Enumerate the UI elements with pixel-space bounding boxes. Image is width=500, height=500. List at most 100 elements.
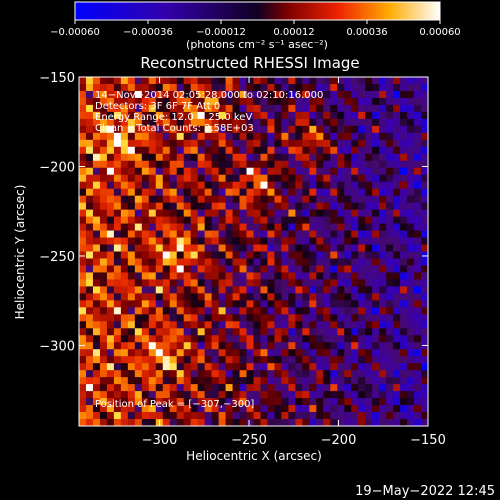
heatmap-cell — [253, 209, 261, 217]
heatmap-cell — [372, 139, 380, 148]
heatmap-cell — [281, 125, 289, 134]
heatmap-cell — [323, 160, 331, 169]
heatmap-cell — [232, 377, 240, 385]
heatmap-cell — [351, 90, 359, 99]
heatmap-cell — [169, 83, 178, 92]
heatmap-cell — [197, 349, 206, 357]
heatmap-cell — [358, 167, 366, 176]
heatmap-cell — [372, 265, 380, 273]
heatmap-cell — [267, 314, 275, 322]
heatmap-cell — [183, 398, 192, 406]
heatmap-cell — [421, 405, 428, 413]
heatmap-cell — [204, 307, 213, 315]
heatmap-cell — [309, 230, 317, 238]
heatmap-cell — [120, 230, 129, 238]
heatmap-cell — [85, 412, 94, 420]
heatmap-cell — [337, 104, 345, 113]
heatmap-cell — [211, 412, 219, 420]
heatmap-cell — [407, 244, 415, 252]
heatmap-cell — [260, 160, 268, 169]
heatmap-cell — [120, 167, 129, 176]
heatmap-cell — [365, 363, 373, 371]
heatmap-cell — [134, 377, 143, 385]
heatmap-cell — [407, 111, 415, 120]
heatmap-cell — [344, 328, 352, 336]
heatmap-cell — [99, 153, 108, 162]
heatmap-cell — [400, 398, 408, 406]
heatmap-cell — [218, 195, 226, 204]
heatmap-cell — [274, 195, 282, 204]
colorbar-tick-label: −0.00012 — [196, 27, 246, 38]
heatmap-cell — [79, 181, 87, 190]
heatmap-cell — [288, 160, 296, 169]
heatmap-cell — [267, 419, 275, 426]
heatmap-cell — [274, 209, 282, 217]
heatmap-cell — [99, 77, 108, 85]
heatmap-cell — [274, 125, 282, 134]
heatmap-cell — [127, 181, 136, 190]
heatmap-cell — [120, 244, 129, 252]
heatmap-cell — [260, 300, 268, 308]
heatmap-cell — [337, 314, 345, 322]
heatmap-cell — [316, 391, 324, 399]
heatmap-cell — [127, 377, 136, 385]
heatmap-cell — [232, 356, 240, 364]
heatmap-cell — [379, 125, 387, 134]
heatmap-cell — [295, 384, 303, 392]
heatmap-cell — [99, 251, 108, 259]
heatmap-cell — [204, 342, 213, 350]
heatmap-cell — [190, 293, 199, 301]
heatmap-cell — [197, 265, 206, 273]
heatmap-cell — [79, 160, 87, 169]
heatmap-cell — [190, 286, 199, 294]
heatmap-cell — [246, 132, 254, 141]
heatmap-cell — [267, 405, 275, 413]
heatmap-cell — [246, 279, 254, 287]
heatmap-cell — [232, 391, 240, 399]
heatmap-cell — [274, 405, 282, 413]
heatmap-cell — [365, 223, 373, 231]
heatmap-cell — [407, 279, 415, 287]
heatmap-cell — [211, 307, 219, 315]
heatmap-cell — [127, 83, 136, 92]
heatmap-cell — [302, 300, 310, 308]
heatmap-cell — [232, 104, 240, 113]
heatmap-cell — [344, 230, 352, 238]
heatmap-cell — [253, 349, 261, 357]
heatmap-cell — [400, 97, 408, 106]
heatmap-cell — [379, 209, 387, 217]
heatmap-cell — [372, 272, 380, 280]
heatmap-cell — [197, 111, 206, 120]
heatmap-cell — [239, 384, 247, 392]
heatmap-cell — [141, 398, 150, 406]
heatmap-cell — [169, 279, 178, 287]
heatmap-cell — [372, 90, 380, 99]
heatmap-cell — [183, 167, 192, 176]
heatmap-cell — [99, 258, 108, 266]
heatmap-cell — [351, 230, 359, 238]
heatmap-cell — [260, 377, 268, 385]
heatmap-cell — [155, 97, 164, 106]
heatmap-cell — [358, 370, 366, 378]
heatmap-cell — [218, 314, 226, 322]
heatmap-cell — [344, 286, 352, 294]
heatmap-cell — [134, 321, 143, 329]
heatmap-cell — [393, 209, 401, 217]
heatmap-cell — [407, 293, 415, 301]
heatmap-cell — [232, 111, 240, 120]
heatmap-cell — [288, 146, 296, 155]
colorbar — [74, 1, 441, 21]
heatmap-cell — [120, 300, 129, 308]
heatmap-cell — [134, 237, 143, 245]
heatmap-cell — [393, 335, 401, 343]
heatmap-cell — [358, 335, 366, 343]
heatmap-cell — [372, 398, 380, 406]
heatmap-cell — [344, 195, 352, 204]
heatmap-cell — [372, 111, 380, 120]
heatmap-cell — [79, 153, 87, 162]
heatmap-cell — [190, 216, 199, 224]
heatmap-cell — [337, 90, 345, 99]
y-tick-label: −200 — [39, 160, 75, 175]
heatmap-cell — [106, 342, 115, 350]
heatmap-cell — [379, 118, 387, 127]
